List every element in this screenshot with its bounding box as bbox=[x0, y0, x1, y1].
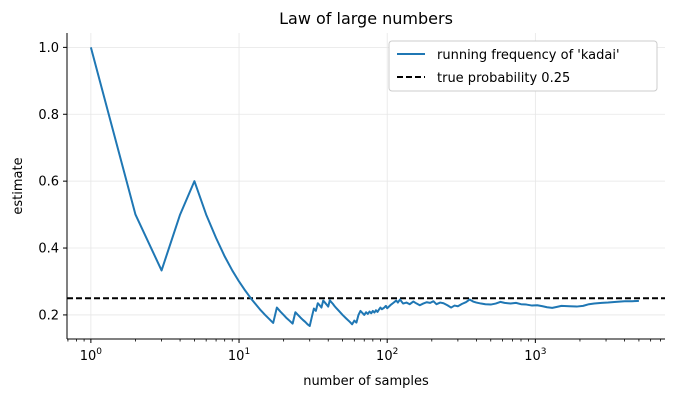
legend-box bbox=[388, 40, 658, 92]
x-tick-label-base: 10 bbox=[524, 349, 541, 364]
x-tick-label: 103 bbox=[524, 347, 546, 364]
y-tick-label: 1.0 bbox=[38, 41, 59, 56]
legend-label-true-probability: true probability 0.25 bbox=[437, 71, 570, 86]
y-tick-label: 0.2 bbox=[38, 308, 59, 323]
y-axis-label: estimate bbox=[11, 157, 26, 214]
x-axis-label: number of samples bbox=[303, 374, 429, 389]
x-tick-label: 101 bbox=[228, 347, 250, 364]
x-tick-label: 102 bbox=[376, 347, 398, 364]
legend-label-running-frequency: running frequency of 'kadai' bbox=[437, 48, 620, 63]
x-tick-label-exponent: 2 bbox=[393, 347, 399, 357]
x-tick-label-exponent: 3 bbox=[541, 347, 547, 357]
axes bbox=[66, 33, 665, 340]
x-tick-label-exponent: 0 bbox=[96, 347, 102, 357]
x-tick-label-base: 10 bbox=[80, 349, 97, 364]
grid bbox=[67, 33, 665, 339]
x-tick-label-exponent: 1 bbox=[244, 347, 250, 357]
plot-lines bbox=[67, 47, 665, 327]
x-tick-label-base: 10 bbox=[228, 349, 245, 364]
x-tick-label: 100 bbox=[80, 347, 103, 364]
y-tick-label: 0.6 bbox=[38, 175, 59, 190]
y-tick-label: 0.4 bbox=[38, 242, 59, 257]
y-tick-label: 0.8 bbox=[38, 108, 59, 123]
legend: running frequency of 'kadai' true probab… bbox=[388, 40, 658, 92]
x-tick-label-base: 10 bbox=[376, 349, 393, 364]
chart-title: Law of large numbers bbox=[279, 9, 453, 28]
series-line-running-frequency bbox=[89, 47, 639, 327]
